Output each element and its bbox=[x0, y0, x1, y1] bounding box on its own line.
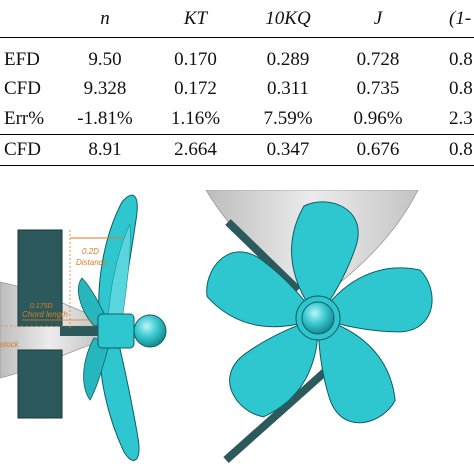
table-cell: 0.728 bbox=[356, 49, 400, 70]
table-row: EFD 9.50 0.170 0.289 0.728 0.8 bbox=[0, 38, 474, 75]
blade-lower bbox=[99, 339, 140, 461]
propeller-figure: 0.2D Distance 0.175D Chord length stock bbox=[0, 190, 433, 463]
hub-body bbox=[97, 313, 135, 349]
table-header-row: n KT 10KQ J (1- bbox=[0, 0, 474, 38]
rudder-upper bbox=[17, 229, 63, 327]
table-cell: 9.50 bbox=[88, 49, 122, 70]
distance-label: Distance bbox=[76, 258, 108, 267]
hub-cap bbox=[133, 314, 167, 348]
row-label: CFD bbox=[4, 78, 41, 99]
blade-mid-lower bbox=[83, 337, 111, 401]
table-cell: -1.81% bbox=[77, 108, 133, 129]
chord-length-label: Chord length bbox=[22, 310, 68, 319]
shaft bbox=[60, 326, 108, 336]
rudder-stock-upper bbox=[225, 219, 301, 293]
small-dimension-label: 0.175D bbox=[30, 303, 53, 310]
propeller-front-view bbox=[205, 190, 433, 463]
blade bbox=[229, 317, 319, 418]
table-cell: 0.311 bbox=[266, 78, 310, 99]
row-label: CFD bbox=[4, 139, 41, 160]
table-cell: 2.664 bbox=[174, 139, 217, 160]
table-cell: 0.347 bbox=[266, 139, 310, 160]
table-row: CFD 9.328 0.172 0.311 0.735 0.8 bbox=[0, 74, 474, 104]
table-cell: 1.16% bbox=[170, 108, 221, 129]
header-cell-n: n bbox=[100, 7, 110, 29]
rudder-lower bbox=[17, 349, 63, 419]
table-row: Err% -1.81% 1.16% 7.59% 0.96% 2.3 bbox=[0, 104, 474, 135]
blade-upper-inner bbox=[107, 223, 131, 323]
table-cell: 7.59% bbox=[263, 108, 313, 129]
results-table: n KT 10KQ J (1- EFD 9.50 0.170 0.289 0.7… bbox=[0, 0, 474, 166]
table-cell: 0.8 bbox=[449, 49, 473, 70]
rake-stock-label: stock bbox=[0, 340, 20, 349]
propeller-side-view: 0.2D Distance 0.175D Chord length stock bbox=[0, 194, 167, 461]
header-cell-kt: KT bbox=[183, 7, 208, 29]
distance-value-label: 0.2D bbox=[82, 247, 99, 256]
header-cell-j: J bbox=[373, 7, 383, 29]
header-cell-blank bbox=[0, 0, 62, 38]
table-row: CFD 8.91 2.664 0.347 0.676 0.8 bbox=[0, 134, 474, 166]
table-cell: 0.8 bbox=[449, 139, 473, 160]
hub-cap bbox=[301, 301, 335, 335]
table-cell: 0.676 bbox=[356, 139, 400, 160]
rudder-stock-lower bbox=[223, 359, 339, 463]
row-label: EFD bbox=[4, 49, 40, 70]
table-cell: 0.8 bbox=[449, 78, 473, 99]
table-cell: 0.735 bbox=[356, 78, 400, 99]
table-cell: 0.96% bbox=[353, 108, 403, 129]
table-cell: 2.3 bbox=[449, 108, 473, 129]
header-cell-10kq: 10KQ bbox=[265, 7, 311, 29]
table-cell: 0.289 bbox=[266, 49, 310, 70]
blade bbox=[317, 267, 433, 333]
table-cell: 0.170 bbox=[174, 49, 217, 70]
header-cell-efficiency: (1- bbox=[449, 7, 472, 29]
propeller-blades bbox=[206, 201, 433, 424]
table-cell: 0.172 bbox=[174, 78, 217, 99]
blade bbox=[206, 251, 319, 328]
blade bbox=[317, 317, 396, 424]
row-label: Err% bbox=[4, 108, 45, 129]
blade bbox=[291, 201, 359, 319]
table-cell: 9.328 bbox=[83, 78, 127, 99]
table-cell: 8.91 bbox=[88, 139, 122, 160]
